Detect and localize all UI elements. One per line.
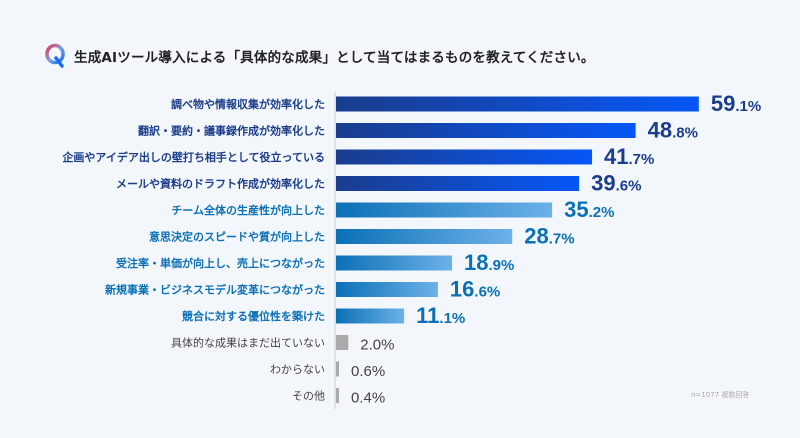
bar [336, 176, 580, 191]
value-label: 39.6% [591, 171, 641, 196]
value-label: 16.6% [450, 277, 500, 302]
category-label: 具体的な成果はまだ出ていない [171, 336, 325, 350]
category-label: 企画やアイデア出しの壁打ち相手として役立っている [61, 150, 325, 164]
q-letter-icon [45, 43, 65, 68]
category-label: わからない [270, 363, 325, 376]
chart-title-text: 生成AIツール導入による「具体的な成果」として当てはまるものを教えてください。 [74, 50, 595, 66]
category-label: 調べ物や情報収集が効率化した [171, 97, 325, 111]
value-label: 11.1% [416, 303, 465, 328]
bar [336, 308, 405, 324]
category-label: メールや資料のドラフト作成が効率化した [116, 177, 325, 191]
bar [336, 388, 339, 403]
value-label: 41.7% [604, 144, 654, 169]
bar [336, 255, 453, 271]
bar [336, 282, 438, 297]
value-label: 18.9% [464, 250, 514, 275]
value-label: 35.2% [564, 197, 614, 222]
bar [336, 229, 513, 244]
category-label: その他 [292, 390, 325, 403]
value-label: 48.8% [648, 118, 698, 143]
value-label: 0.4% [351, 390, 385, 407]
value-label: 0.6% [351, 363, 385, 380]
category-label: 受注率・単価が向上し、売上につながった [116, 256, 325, 270]
category-label: チーム全体の生産性が向上した [171, 203, 325, 217]
bar [336, 361, 339, 377]
bar [336, 335, 349, 350]
bar [336, 96, 699, 112]
bar [336, 202, 553, 218]
value-label: 2.0% [360, 337, 394, 354]
bar [336, 123, 636, 138]
category-label: 競合に対する優位性を築けた [182, 309, 325, 323]
chart-title: 生成AIツール導入による「具体的な成果」として当てはまるものを教えてください。 [44, 43, 595, 69]
bar [336, 149, 593, 165]
category-label: 意思決定のスピードや質が向上した [149, 230, 325, 244]
value-label: 28.7% [524, 224, 574, 249]
category-label: 翻訳・要約・議事録作成が効率化した [138, 124, 325, 138]
category-label: 新規事業・ビジネスモデル変革につながった [105, 283, 325, 297]
sample-note: n=1077 複数回答 [691, 391, 750, 399]
value-label: 59.1% [711, 91, 761, 116]
